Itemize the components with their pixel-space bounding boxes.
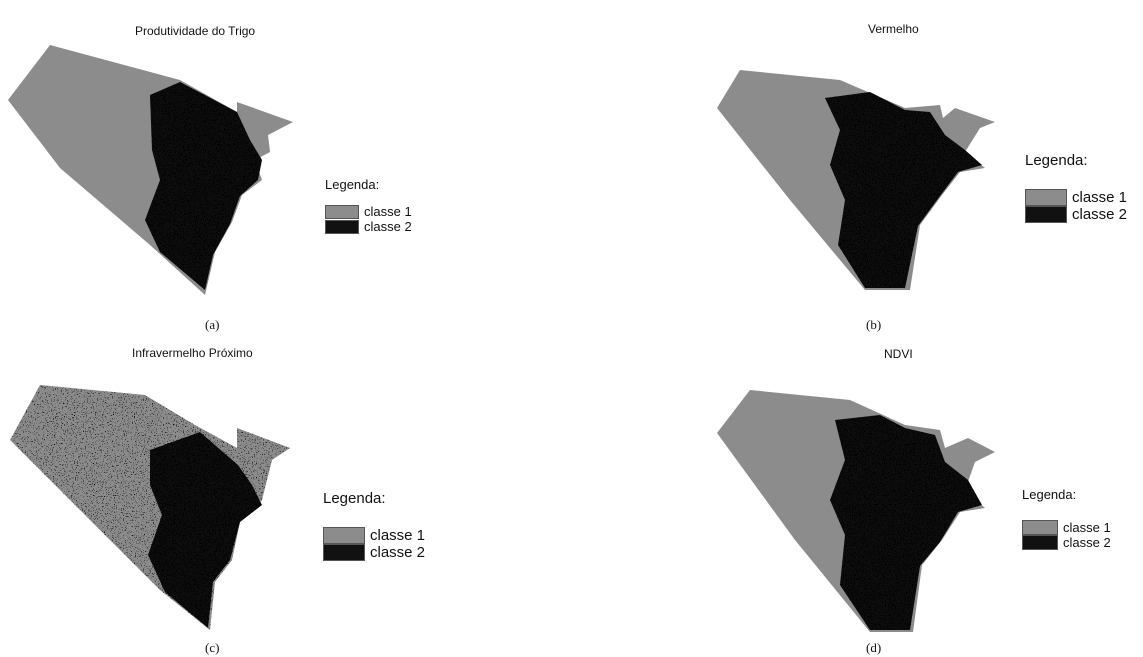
legend-a: Legenda: classe 1 classe 2: [325, 177, 412, 234]
legend-item-class2: classe 2: [1022, 535, 1111, 550]
panel-d-caption: (d): [866, 640, 882, 655]
map-panel-d: [717, 390, 995, 632]
field-class2-region: [148, 432, 262, 628]
map-panel-a: [8, 45, 293, 295]
legend-item-class1: classe 1: [1025, 189, 1127, 206]
panel-d-title: NDVI: [884, 347, 913, 361]
legend-item-class1: classe 1: [1022, 520, 1111, 535]
legend-swatch-class1: [1022, 520, 1058, 535]
legend-swatch-class2: [323, 544, 365, 561]
legend-title: Legenda:: [1025, 152, 1088, 169]
legend-swatch-class2: [1025, 206, 1067, 223]
legend-title: Legenda:: [1022, 487, 1077, 502]
field-class2-region: [830, 415, 982, 630]
legend-title: Legenda:: [323, 490, 386, 507]
legend-swatch-class1: [1025, 189, 1067, 206]
panel-c-title: Infravermelho Próximo: [132, 346, 253, 360]
legend-item-class1: classe 1: [323, 527, 425, 544]
legend-label-class2: classe 2: [1063, 535, 1111, 550]
legend-label-class1: classe 1: [370, 527, 426, 544]
legend-swatch-class2: [1022, 535, 1058, 550]
legend-swatch-class1: [325, 204, 359, 219]
field-class2-region: [145, 82, 262, 290]
legend-c: Legenda: classe 1 classe 2: [323, 490, 425, 561]
legend-label-class1: classe 1: [364, 204, 412, 219]
legend-swatch-class2: [325, 219, 359, 234]
legend-item-class1: classe 1: [325, 204, 412, 219]
legend-label-class2: classe 2: [370, 544, 426, 561]
panel-b-caption: (b): [866, 317, 882, 332]
legend-title: Legenda:: [325, 177, 380, 192]
panel-b-title: Vermelho: [868, 22, 919, 36]
legend-d: Legenda: classe 1 classe 2: [1022, 487, 1111, 550]
legend-label-class2: classe 2: [1072, 206, 1128, 223]
legend-item-class2: classe 2: [1025, 206, 1127, 223]
map-panel-b: [717, 70, 995, 290]
map-panel-c: [10, 385, 290, 630]
legend-label-class2: classe 2: [364, 219, 412, 234]
panel-a-title: Produtividade do Trigo: [135, 24, 256, 38]
legend-label-class1: classe 1: [1063, 520, 1111, 535]
panel-a-caption: (a): [205, 317, 220, 332]
legend-swatch-class1: [323, 527, 365, 544]
panel-c-caption: (c): [205, 640, 220, 655]
legend-b: Legenda: classe 1 classe 2: [1025, 152, 1127, 223]
legend-label-class1: classe 1: [1072, 189, 1128, 206]
legend-item-class2: classe 2: [323, 544, 425, 561]
field-class2-region: [825, 92, 982, 288]
legend-item-class2: classe 2: [325, 219, 412, 234]
